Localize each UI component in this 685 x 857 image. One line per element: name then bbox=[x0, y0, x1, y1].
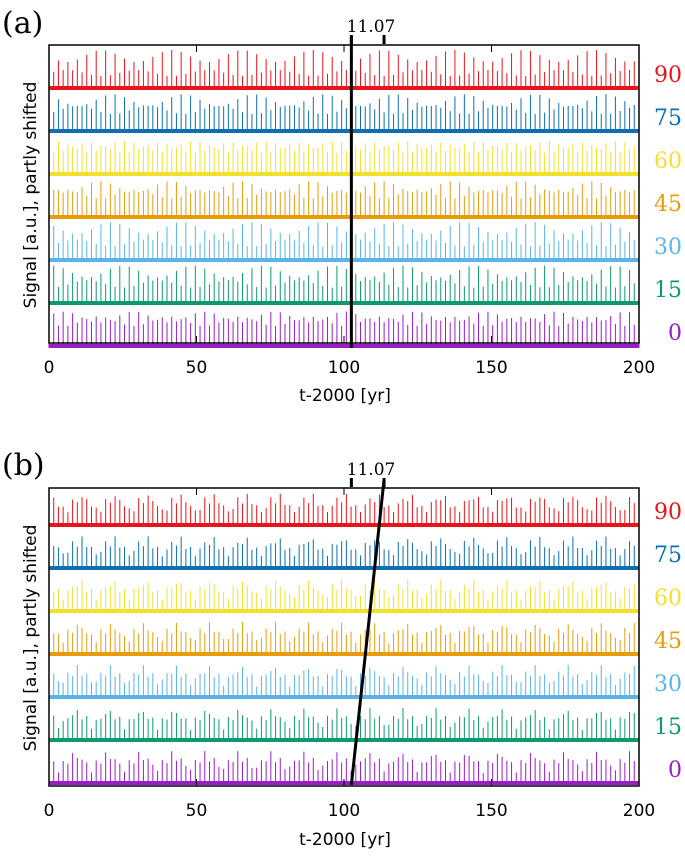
period-annotation-b: 11.07 bbox=[347, 460, 396, 480]
series-trace-30 bbox=[48, 222, 640, 262]
x-axis-label-b: t-2000 [yr] bbox=[299, 830, 391, 850]
series-trace-45 bbox=[48, 181, 640, 219]
series-trace-15 bbox=[48, 708, 640, 742]
series-labels-b: 90 75 60 45 30 15 0 bbox=[654, 500, 682, 783]
x-tick-label-0: 0 bbox=[44, 358, 55, 378]
annotation-layer-a bbox=[349, 35, 386, 348]
series-trace-60 bbox=[48, 579, 640, 613]
series-trace-60 bbox=[48, 141, 640, 176]
series-layer-a bbox=[48, 50, 640, 348]
plot-frame-a bbox=[48, 44, 640, 344]
series-baseline-90 bbox=[49, 86, 639, 90]
x-tick-label-200: 200 bbox=[623, 801, 655, 821]
x-tick-label-150: 150 bbox=[475, 358, 507, 378]
series-trace-90 bbox=[48, 493, 640, 527]
series-trace-15 bbox=[48, 265, 640, 305]
annotation-layer-b bbox=[349, 478, 386, 786]
series-baseline-0 bbox=[49, 344, 639, 348]
y-axis-label-b: Signal [a.u.], partly shifted bbox=[21, 525, 41, 752]
panel-label-a: (a) bbox=[2, 6, 43, 41]
series-labels-a: 90 75 60 45 30 15 0 bbox=[654, 63, 682, 346]
x-tick-label-50: 50 bbox=[186, 801, 208, 821]
series-label-30: 30 bbox=[654, 672, 682, 697]
series-baseline-15 bbox=[49, 301, 639, 305]
series-label-45: 45 bbox=[654, 629, 682, 654]
series-baseline-75 bbox=[49, 129, 639, 133]
x-tick-label-100: 100 bbox=[328, 801, 360, 821]
series-baseline-75 bbox=[49, 566, 639, 570]
series-baseline-30 bbox=[49, 258, 639, 262]
x-axis-label-a: t-2000 [yr] bbox=[299, 386, 391, 406]
series-label-45: 45 bbox=[654, 192, 682, 217]
series-trace-90 bbox=[48, 50, 640, 90]
series-trace-30 bbox=[48, 665, 640, 699]
series-baseline-30 bbox=[49, 695, 639, 699]
plot-frame-b bbox=[48, 487, 640, 787]
series-label-75: 75 bbox=[654, 543, 682, 568]
series-label-30: 30 bbox=[654, 235, 682, 260]
series-baseline-15 bbox=[49, 738, 639, 742]
series-label-90: 90 bbox=[654, 500, 682, 525]
tick-layer-b: 0 50 100 150 200 bbox=[44, 488, 655, 821]
period-annotation-a: 11.07 bbox=[347, 17, 396, 37]
series-trace-45 bbox=[48, 622, 640, 656]
series-baseline-45 bbox=[49, 652, 639, 656]
panel-b: (b) Signal [a.u.], partly shifted t-2000… bbox=[2, 448, 682, 850]
tick-layer-a: 0 50 100 150 200 bbox=[44, 45, 655, 378]
series-label-15: 15 bbox=[654, 715, 682, 740]
series-baseline-90 bbox=[49, 523, 639, 527]
period-line bbox=[349, 479, 386, 786]
x-tick-label-150: 150 bbox=[475, 801, 507, 821]
series-label-15: 15 bbox=[654, 278, 682, 303]
panel-a: (a) Signal [a.u.], partly shifted t-2000… bbox=[2, 6, 682, 406]
series-label-0: 0 bbox=[668, 321, 682, 346]
series-label-75: 75 bbox=[654, 106, 682, 131]
x-tick-label-100: 100 bbox=[328, 358, 360, 378]
series-label-60: 60 bbox=[654, 149, 682, 174]
x-tick-label-200: 200 bbox=[623, 358, 655, 378]
series-label-90: 90 bbox=[654, 63, 682, 88]
series-baseline-45 bbox=[49, 215, 639, 219]
series-trace-75 bbox=[48, 94, 640, 133]
series-layer-b bbox=[48, 493, 640, 785]
y-axis-label-a: Signal [a.u.], partly shifted bbox=[21, 82, 41, 309]
panel-label-b: (b) bbox=[2, 448, 45, 483]
series-baseline-60 bbox=[49, 172, 639, 176]
series-baseline-60 bbox=[49, 609, 639, 613]
series-label-60: 60 bbox=[654, 586, 682, 611]
x-tick-label-50: 50 bbox=[186, 358, 208, 378]
series-label-0: 0 bbox=[668, 758, 682, 783]
x-tick-label-0: 0 bbox=[44, 801, 55, 821]
series-trace-75 bbox=[48, 536, 640, 570]
